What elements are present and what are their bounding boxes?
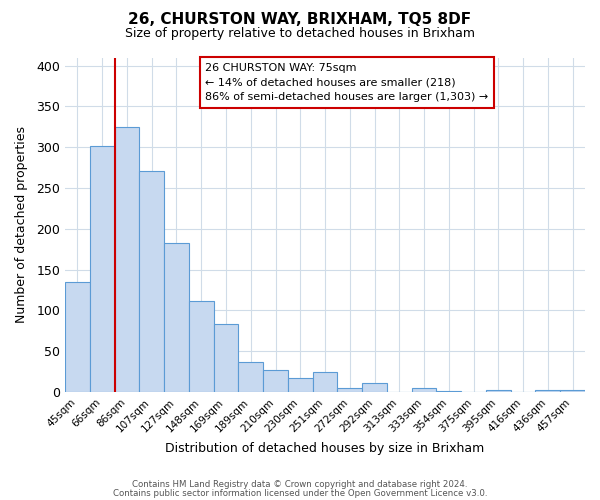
Bar [189, 300, 214, 392]
Bar [362, 383, 387, 392]
X-axis label: Distribution of detached houses by size in Brixham: Distribution of detached houses by size … [166, 442, 485, 455]
Bar [535, 390, 560, 392]
Bar [115, 127, 139, 392]
Text: 26 CHURSTON WAY: 75sqm
← 14% of detached houses are smaller (218)
86% of semi-de: 26 CHURSTON WAY: 75sqm ← 14% of detached… [205, 62, 489, 102]
Bar [412, 388, 436, 392]
Bar [139, 171, 164, 392]
Text: Size of property relative to detached houses in Brixham: Size of property relative to detached ho… [125, 28, 475, 40]
Bar [560, 390, 585, 392]
Y-axis label: Number of detached properties: Number of detached properties [15, 126, 28, 323]
Bar [288, 378, 313, 392]
Bar [313, 372, 337, 392]
Bar [164, 242, 189, 392]
Bar [337, 388, 362, 392]
Text: 26, CHURSTON WAY, BRIXHAM, TQ5 8DF: 26, CHURSTON WAY, BRIXHAM, TQ5 8DF [128, 12, 472, 28]
Text: Contains HM Land Registry data © Crown copyright and database right 2024.: Contains HM Land Registry data © Crown c… [132, 480, 468, 489]
Bar [436, 391, 461, 392]
Bar [263, 370, 288, 392]
Bar [214, 324, 238, 392]
Bar [65, 282, 90, 392]
Bar [90, 146, 115, 392]
Bar [238, 362, 263, 392]
Bar [486, 390, 511, 392]
Text: Contains public sector information licensed under the Open Government Licence v3: Contains public sector information licen… [113, 489, 487, 498]
